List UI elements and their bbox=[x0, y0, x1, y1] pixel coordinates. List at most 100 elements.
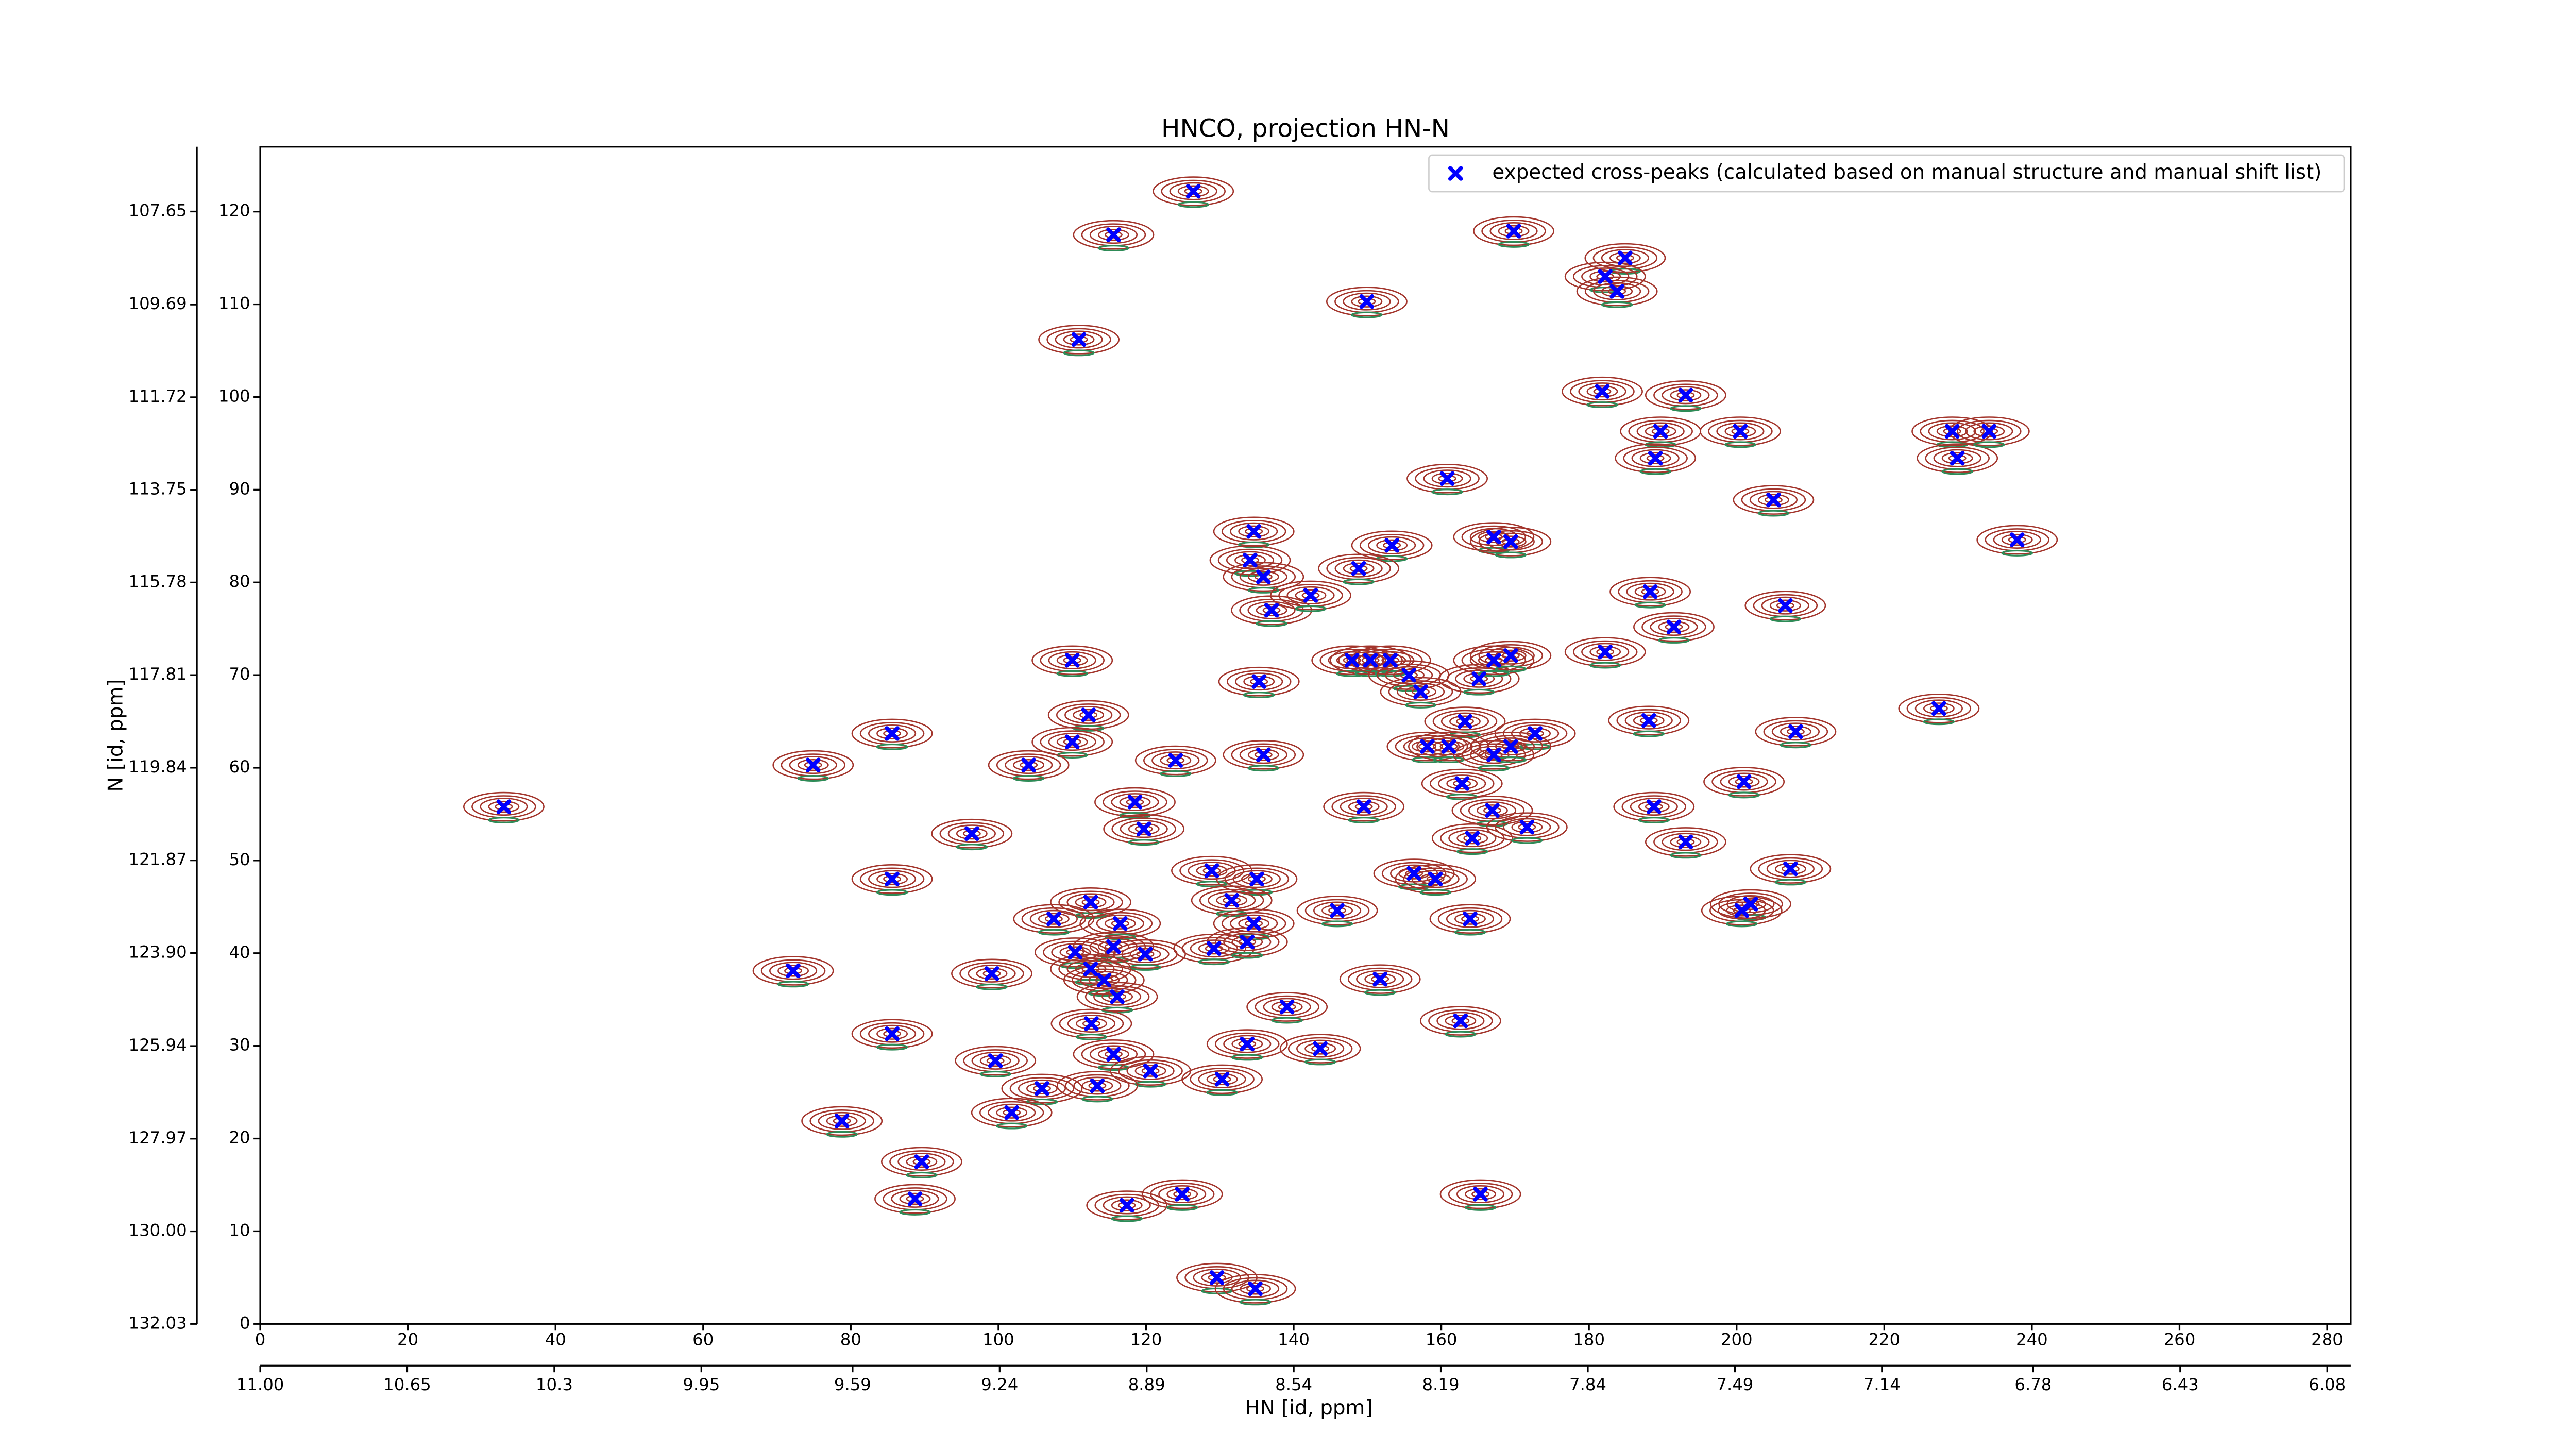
cross-peak-marker bbox=[1981, 424, 1997, 439]
peak-contour bbox=[1073, 1076, 1122, 1095]
peak-contour bbox=[480, 798, 528, 816]
peak-contour bbox=[1348, 800, 1380, 813]
y2-tick-label: 109.69 bbox=[129, 294, 187, 313]
peak-contour bbox=[1223, 933, 1272, 951]
peak-contour bbox=[1013, 904, 1095, 934]
peak-contour bbox=[1601, 285, 1633, 298]
negative-contour bbox=[1026, 1098, 1058, 1105]
peak-contour bbox=[1651, 427, 1670, 435]
cross-peak-marker bbox=[1944, 424, 1960, 439]
peak-contour bbox=[1141, 1179, 1223, 1209]
negative-contour bbox=[1495, 756, 1527, 763]
negative-contour bbox=[1774, 879, 1807, 886]
cross-peak-marker bbox=[1766, 492, 1781, 508]
peak-contour bbox=[1769, 599, 1801, 612]
peak-contour bbox=[1051, 943, 1099, 962]
negative-contour bbox=[1463, 688, 1495, 696]
x-tick-label: 220 bbox=[1868, 1330, 1900, 1350]
cross-peak-marker bbox=[1486, 529, 1501, 545]
peak-contour bbox=[1020, 761, 1038, 769]
peak-contour bbox=[1393, 669, 1425, 681]
peak-contour bbox=[1750, 854, 1832, 884]
peak-contour bbox=[1766, 860, 1815, 878]
y2-tick-label: 130.00 bbox=[129, 1221, 187, 1240]
peak-contour bbox=[955, 1046, 1037, 1076]
peak-contour bbox=[1601, 249, 1649, 267]
x-tick-label: 200 bbox=[1721, 1330, 1753, 1350]
peak-contour bbox=[1351, 295, 1383, 308]
negative-contour bbox=[1670, 405, 1702, 412]
cross-peak-marker bbox=[1486, 653, 1501, 668]
peak-contour bbox=[1196, 865, 1228, 877]
peak-contour bbox=[1256, 604, 1287, 616]
peak-contour bbox=[769, 962, 818, 980]
peak-contour bbox=[1426, 875, 1445, 883]
peak-contour bbox=[1103, 814, 1185, 844]
peak-contour bbox=[1463, 834, 1482, 842]
peak-contour bbox=[951, 958, 1032, 989]
peak-contour bbox=[1446, 909, 1495, 928]
x-tick-label: 100 bbox=[982, 1330, 1014, 1350]
x2-tick-label: 9.24 bbox=[981, 1375, 1018, 1394]
peak-contour bbox=[1206, 1029, 1288, 1059]
peak-contour bbox=[1198, 1070, 1246, 1088]
peak-contour bbox=[789, 756, 837, 774]
peak-contour bbox=[906, 1195, 924, 1203]
peak-contour bbox=[1208, 891, 1256, 909]
cross-peak-marker bbox=[1363, 653, 1378, 668]
negative-contour bbox=[1295, 605, 1327, 612]
cross-peak-marker bbox=[1519, 819, 1535, 835]
cross-peak-marker bbox=[1950, 450, 1965, 466]
cross-peak-marker bbox=[964, 826, 979, 841]
negative-contour bbox=[1478, 670, 1510, 677]
peak-contour bbox=[883, 1030, 902, 1038]
cross-peak-marker bbox=[1303, 588, 1318, 603]
peak-contour bbox=[1976, 525, 2058, 555]
peak-contour bbox=[1038, 913, 1070, 925]
cross-peak-marker bbox=[885, 871, 900, 887]
negative-contour bbox=[876, 1043, 908, 1051]
negative-contour bbox=[1134, 1081, 1166, 1088]
negative-contour bbox=[1271, 1017, 1303, 1024]
cross-peak-marker bbox=[1168, 753, 1183, 768]
cross-peak-marker bbox=[1503, 648, 1518, 663]
x-tick-label: 60 bbox=[692, 1330, 714, 1350]
peak-contour bbox=[1208, 1274, 1226, 1282]
cross-peak-marker bbox=[1736, 774, 1752, 789]
x2-tick-label: 7.49 bbox=[1716, 1375, 1753, 1394]
peak-contour bbox=[1323, 791, 1405, 822]
y-tick-label: 50 bbox=[229, 850, 250, 869]
peak-contour bbox=[1639, 717, 1658, 724]
x2-tick-label: 11.00 bbox=[236, 1375, 284, 1394]
cross-peak-marker bbox=[496, 799, 512, 814]
peak-contour bbox=[891, 1189, 939, 1208]
peak-contour bbox=[1247, 875, 1266, 883]
peak-contour bbox=[1031, 727, 1113, 757]
peak-contour bbox=[1089, 1045, 1138, 1064]
peak-contour bbox=[1728, 776, 1760, 788]
negative-contour bbox=[1431, 488, 1463, 496]
peak-contour bbox=[1703, 767, 1785, 797]
cross-peak-marker bbox=[1021, 757, 1036, 772]
cross-peak-marker bbox=[786, 963, 801, 979]
cross-peak-marker bbox=[1138, 947, 1153, 962]
peak-contour bbox=[1223, 740, 1304, 770]
peak-contour bbox=[1731, 427, 1750, 435]
peak-contour bbox=[1917, 443, 1998, 473]
y2-tick-label: 119.84 bbox=[129, 757, 187, 777]
peak-contour bbox=[968, 964, 1016, 983]
cross-peak-marker bbox=[1106, 939, 1121, 954]
negative-contour bbox=[1364, 989, 1396, 996]
peak-contour bbox=[1238, 1040, 1257, 1048]
cross-peak-marker bbox=[1598, 644, 1613, 660]
peak-contour bbox=[1504, 227, 1523, 235]
negative-contour bbox=[1304, 1058, 1336, 1066]
cross-peak-marker bbox=[1609, 284, 1624, 299]
peak-contour bbox=[1423, 469, 1471, 488]
negative-contour bbox=[1160, 770, 1192, 777]
peak-contour bbox=[1247, 749, 1279, 761]
peak-contour bbox=[1029, 909, 1078, 928]
peak-contour bbox=[1134, 1065, 1166, 1077]
cross-peak-marker bbox=[1251, 674, 1266, 689]
cross-peak-marker bbox=[1071, 332, 1087, 347]
